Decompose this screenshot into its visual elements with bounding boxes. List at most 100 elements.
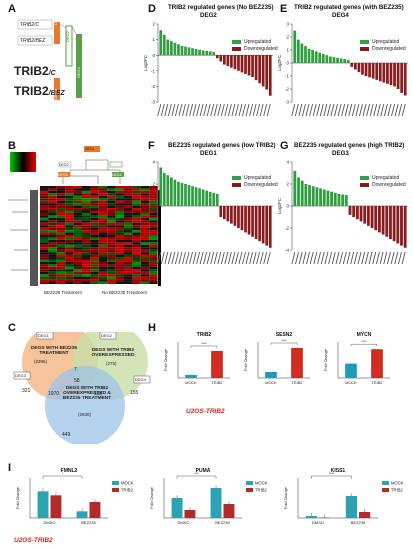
bar xyxy=(166,175,170,206)
heatmap-cell xyxy=(73,212,82,216)
heatmap-cell xyxy=(56,279,66,282)
bar xyxy=(177,44,180,56)
gene-label-mark xyxy=(306,251,310,265)
heatmap-cell xyxy=(149,235,158,238)
heatmap-cell xyxy=(115,274,124,277)
gene-label-mark xyxy=(369,103,374,117)
heatmap-cell xyxy=(48,261,57,265)
heatmap-cell xyxy=(98,225,108,228)
a-deg1: DEG1 xyxy=(53,14,58,25)
y-tick-label: 0 xyxy=(152,204,155,209)
heatmap-cell xyxy=(40,279,49,282)
heatmap-cell xyxy=(65,232,74,235)
gene-label-mark xyxy=(256,103,261,117)
heatmap-cell xyxy=(56,230,66,233)
heatmap-cell xyxy=(107,195,116,199)
bar xyxy=(325,55,329,63)
heatmap-cell xyxy=(90,188,99,191)
y-tick-label: 0 xyxy=(286,61,289,66)
gene-label-mark xyxy=(213,251,218,265)
y-tick-label: 0 xyxy=(152,53,155,58)
heatmap-cell xyxy=(40,264,49,267)
heatmap-cell xyxy=(82,190,91,194)
heatmap-cell xyxy=(98,247,108,250)
heatmap-cell xyxy=(140,232,150,235)
heatmap-cell xyxy=(132,242,141,245)
heatmap-cell xyxy=(40,242,49,245)
heatmap-cell xyxy=(115,269,124,272)
bar xyxy=(400,206,403,246)
x-tick-label: DMSO xyxy=(312,520,324,525)
gene-label-mark xyxy=(350,251,355,265)
heatmap-cell xyxy=(48,186,57,189)
heatmap-cell xyxy=(82,225,91,228)
heatmap-cell xyxy=(82,195,91,199)
heatmap-cell xyxy=(56,205,66,209)
heatmap-cell xyxy=(107,186,116,189)
heatmap-cell xyxy=(48,195,57,199)
gene-label-mark xyxy=(235,251,239,265)
y-tick-label: 2 xyxy=(286,182,289,187)
heatmap-cell xyxy=(149,281,158,284)
gene-label-mark xyxy=(334,103,338,117)
bar xyxy=(344,195,348,206)
gene-label-mark xyxy=(164,103,169,117)
heatmap-cell xyxy=(98,195,108,199)
bar xyxy=(233,206,237,226)
legend-f: Upregulated Downregulated xyxy=(232,174,278,188)
gene-label-mark xyxy=(312,103,317,117)
heatmap-cell xyxy=(40,210,49,213)
bar xyxy=(198,49,201,56)
heatmap-cell xyxy=(90,186,99,189)
heatmap-cell xyxy=(73,276,82,280)
gene-label-mark xyxy=(171,103,176,117)
bar xyxy=(341,194,345,206)
heatmap-cell xyxy=(98,208,108,211)
heatmap-cell xyxy=(48,208,57,211)
heatmap-cell xyxy=(82,200,91,204)
gene-label-mark xyxy=(178,251,183,265)
gene-label-mark xyxy=(326,103,331,117)
bar xyxy=(300,180,304,206)
heatmap-cell xyxy=(107,198,116,201)
gene-label-mark xyxy=(199,103,204,117)
heatmap-cell xyxy=(48,271,57,275)
heatmap-cell xyxy=(73,269,82,272)
gene-label-mark xyxy=(373,103,378,117)
heatmap-cell xyxy=(56,212,66,216)
heatmap-cell xyxy=(90,217,99,221)
chart-h1: TRIB2 Fold Change MOCK TRIB2 **** xyxy=(164,332,230,385)
f-title: BEZ235 regulated genes (low TRIB2) xyxy=(168,142,276,149)
heatmap-cell xyxy=(40,274,49,277)
bar xyxy=(378,63,382,82)
legend-label: TRIB2 xyxy=(255,488,268,493)
heatmap-cell xyxy=(82,274,91,277)
heatmap-cell xyxy=(65,188,74,191)
heatmap-cell xyxy=(56,186,66,189)
chart-i3: KISS1 Fold Change DMSO BEZ235 **** MOCK TRIB2 xyxy=(284,468,404,525)
heatmap-cell xyxy=(124,227,133,231)
gene-label-mark xyxy=(167,251,172,265)
heatmap-cell xyxy=(90,264,99,267)
gene-label-mark xyxy=(256,251,261,265)
y-tick-label: -4 xyxy=(285,248,289,253)
gene-label-mark xyxy=(313,251,318,265)
gene-label-mark xyxy=(344,103,349,117)
gene-label-mark xyxy=(366,103,371,117)
heatmap-cell xyxy=(48,247,57,250)
bar xyxy=(251,206,254,237)
sig-bracket xyxy=(42,475,83,479)
heatmap-cell xyxy=(73,257,82,260)
bar xyxy=(215,55,219,59)
heatmap-cell xyxy=(56,225,66,228)
heatmap-cell xyxy=(82,264,91,267)
venn-region-449: 449 xyxy=(62,432,71,438)
heatmap-cell xyxy=(115,247,124,250)
heatmap-cell xyxy=(65,212,74,216)
heatmap-cell xyxy=(149,237,158,240)
heatmap-cell xyxy=(82,235,91,238)
heatmap-cell xyxy=(48,264,57,267)
heatmap-cell xyxy=(82,212,91,216)
heatmap-cell xyxy=(132,203,141,206)
heatmap-cell xyxy=(149,242,158,245)
